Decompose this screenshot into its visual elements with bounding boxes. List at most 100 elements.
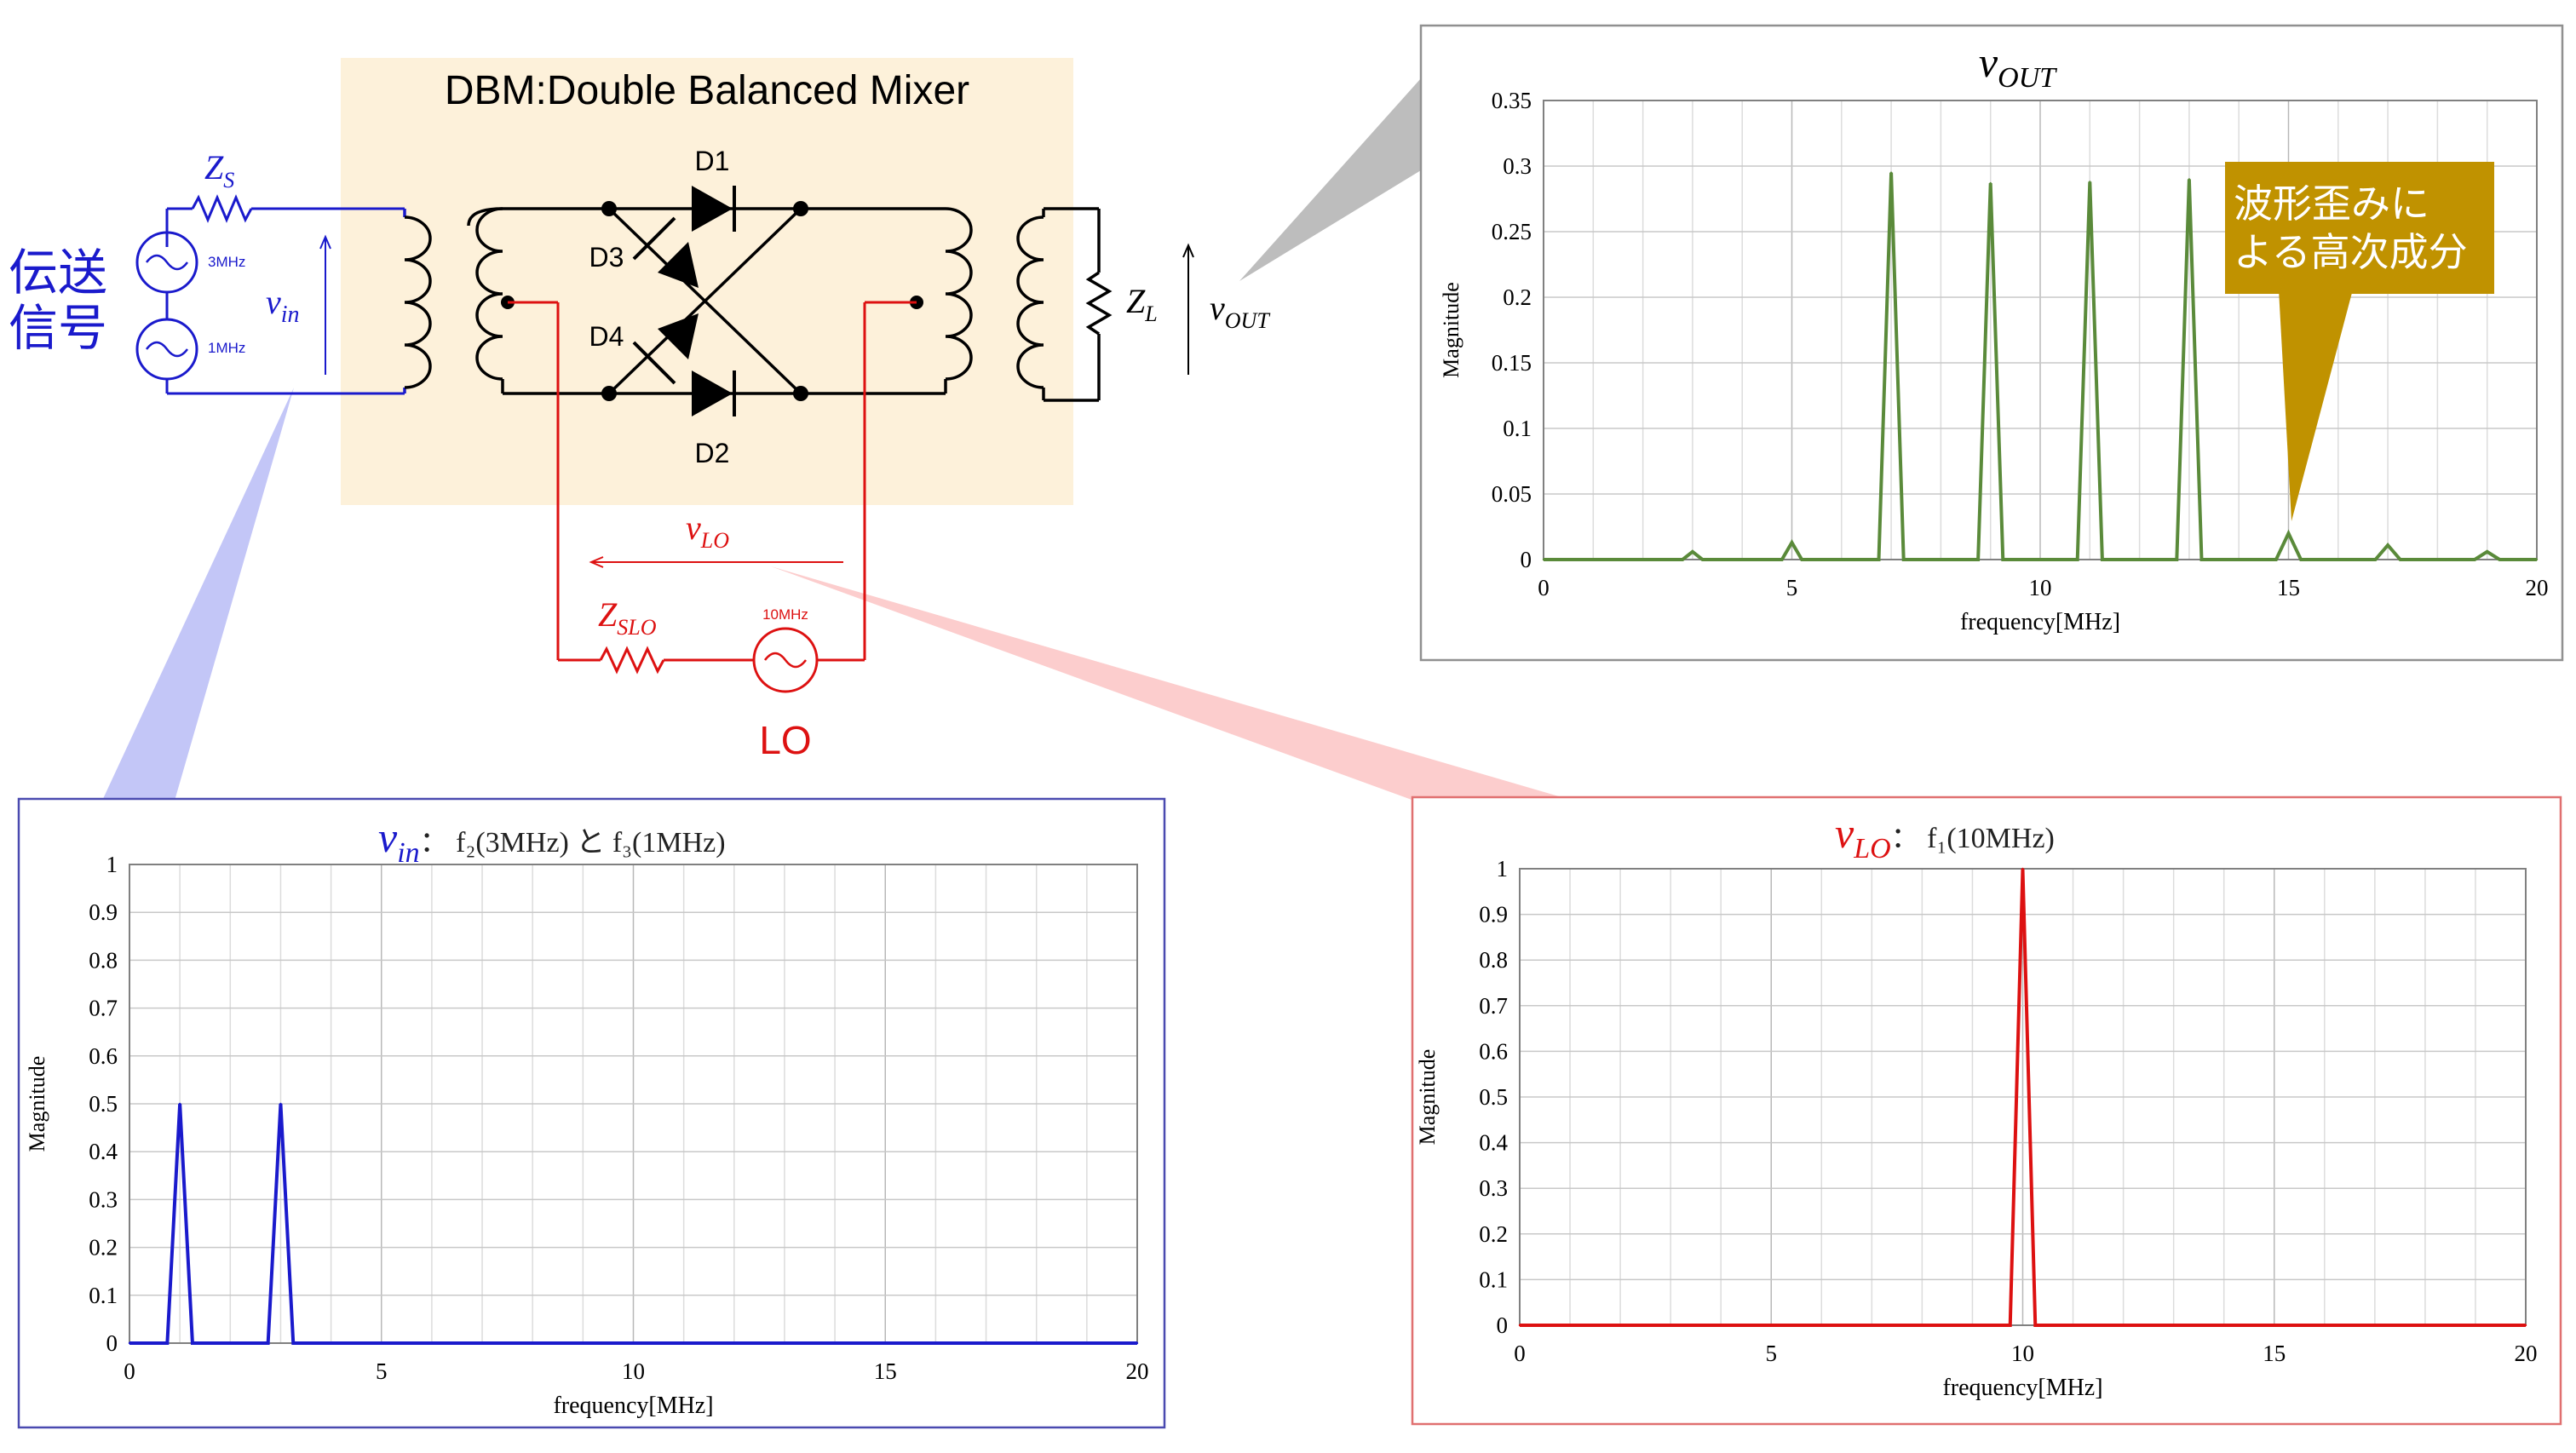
data-point-vout [2486, 550, 2488, 553]
y-tick-label: 0.1 [1503, 416, 1532, 441]
y-tick-label: 0.6 [1479, 1038, 1508, 1064]
x-tick-label: 20 [2526, 575, 2549, 600]
data-point-vlo [1518, 1324, 1521, 1327]
data-point-vin [128, 1341, 131, 1345]
y-tick-label: 0.05 [1492, 481, 1532, 507]
vin-zoom-funnel [102, 388, 294, 801]
y-tick-label: 0.3 [1503, 153, 1532, 179]
output-transformer [801, 207, 1194, 402]
vout-chart-panel [1419, 24, 2564, 662]
zs-resistor [191, 194, 253, 223]
data-point-vin [178, 1102, 181, 1106]
bridge-node-bl [601, 386, 617, 401]
data-point-vout [2176, 558, 2178, 561]
data-point-vout [1902, 558, 1905, 561]
vlo-chart-title: vLO： f₁(10MHz) [1835, 809, 2055, 864]
distortion-callout-line1: 波形歪みに [2234, 181, 2429, 226]
lo-freq-label: 10MHz [762, 606, 808, 623]
data-point-vout [1889, 171, 1893, 174]
data-point-vout [1989, 181, 1992, 185]
x-tick-label: 5 [1766, 1341, 1778, 1366]
diode-d1-label: D1 [695, 146, 730, 176]
vin-label: vin [266, 283, 300, 328]
vlo-chart-panel [1411, 795, 2562, 1426]
data-point-vlo [2021, 867, 2024, 870]
y-axis-label: Magnitude [25, 1056, 49, 1152]
data-point-vin [191, 1341, 194, 1345]
diode-d4-label: D4 [589, 321, 624, 352]
data-point-vout [2002, 558, 2004, 561]
signal-label-line2: 信号 [9, 301, 107, 356]
data-point-vin [1136, 1341, 1139, 1345]
source-3mhz-label: 3MHz [208, 254, 245, 270]
y-axis-label: Magnitude [1415, 1049, 1440, 1146]
y-tick-label: 0.9 [89, 899, 118, 925]
diode-d4 [658, 313, 699, 359]
y-tick-label: 0.1 [1479, 1266, 1508, 1292]
distortion-callout-line2: よる高次成分 [2234, 230, 2468, 274]
data-point-vin [166, 1341, 169, 1345]
y-tick-label: 0.25 [1492, 219, 1532, 244]
y-tick-label: 0.2 [89, 1235, 118, 1261]
input-circuit [135, 194, 405, 395]
data-point-vout [2374, 558, 2377, 561]
data-point-vin [292, 1341, 295, 1345]
y-tick-label: 0.3 [89, 1186, 118, 1212]
x-tick-label: 15 [874, 1358, 897, 1384]
y-tick-label: 0.5 [1479, 1084, 1508, 1110]
source-1mhz-label: 1MHz [208, 340, 245, 356]
y-tick-label: 0.2 [1503, 284, 1532, 310]
vin-chart-panel [17, 797, 1166, 1429]
data-point-vout [1976, 558, 1980, 561]
x-tick-label: 0 [1538, 575, 1550, 600]
data-point-vout [2299, 558, 2303, 561]
vlo-spectrum-chart: 00.10.20.30.40.50.60.70.80.910 5 10 15 20fre… [1415, 856, 2538, 1401]
vout-zoom-funnel [1239, 78, 1421, 281]
vin-spectrum-chart: 00.10.20.30.40.50.60.70.80.910 5 10 15 20fre… [25, 852, 1149, 1419]
zl-label: ZL [1126, 282, 1158, 326]
x-tick-label: 10 [622, 1358, 645, 1384]
bridge-node-tl [601, 201, 617, 216]
data-point-vout [1877, 558, 1880, 561]
y-tick-label: 0.4 [89, 1139, 118, 1164]
x-tick-label: 10 [2029, 575, 2052, 600]
signal-label-line1: 伝送 [9, 245, 107, 301]
diode-d3-label: D3 [589, 242, 624, 273]
data-point-vout [1791, 541, 1793, 544]
y-tick-label: 0.8 [89, 947, 118, 973]
zl-resistor [1085, 271, 1113, 336]
x-tick-label: 5 [1786, 575, 1798, 600]
y-tick-label: 0 [1521, 547, 1532, 572]
y-tick-label: 0.9 [1479, 902, 1508, 928]
data-point-vout [1800, 558, 1803, 561]
vout-label: vOUT [1210, 289, 1270, 333]
zslo-label: ZSLO [598, 595, 657, 640]
y-tick-label: 0.35 [1492, 88, 1532, 113]
y-tick-label: 1 [1497, 856, 1509, 882]
y-tick-label: 0.15 [1492, 350, 1532, 376]
zslo-resistor [599, 646, 665, 675]
data-point-vout [2473, 558, 2476, 561]
mixer-background [341, 58, 1073, 505]
zs-label: ZS [204, 148, 234, 192]
data-point-vout [2287, 532, 2290, 535]
y-tick-label: 0.2 [1479, 1221, 1508, 1247]
x-tick-label: 15 [2263, 1341, 2286, 1366]
input-transformer [403, 207, 609, 395]
data-point-vout [1682, 558, 1684, 561]
distortion-callout: 波形歪みに よる高次成分 [2225, 162, 2494, 521]
data-point-vout [1691, 550, 1694, 553]
x-tick-label: 0 [124, 1358, 135, 1384]
diode-d1 [692, 186, 733, 232]
x-tick-label: 20 [2515, 1341, 2538, 1366]
x-axis-label: frequency[MHz] [553, 1393, 713, 1419]
data-point-vlo [2034, 1324, 2037, 1327]
y-tick-label: 0.1 [89, 1283, 118, 1308]
vlo-zoom-funnel [771, 566, 1559, 801]
y-tick-label: 0.7 [1479, 993, 1508, 1019]
data-point-vout [2399, 558, 2401, 561]
data-point-vin [279, 1102, 282, 1106]
y-tick-label: 0.7 [89, 996, 118, 1021]
